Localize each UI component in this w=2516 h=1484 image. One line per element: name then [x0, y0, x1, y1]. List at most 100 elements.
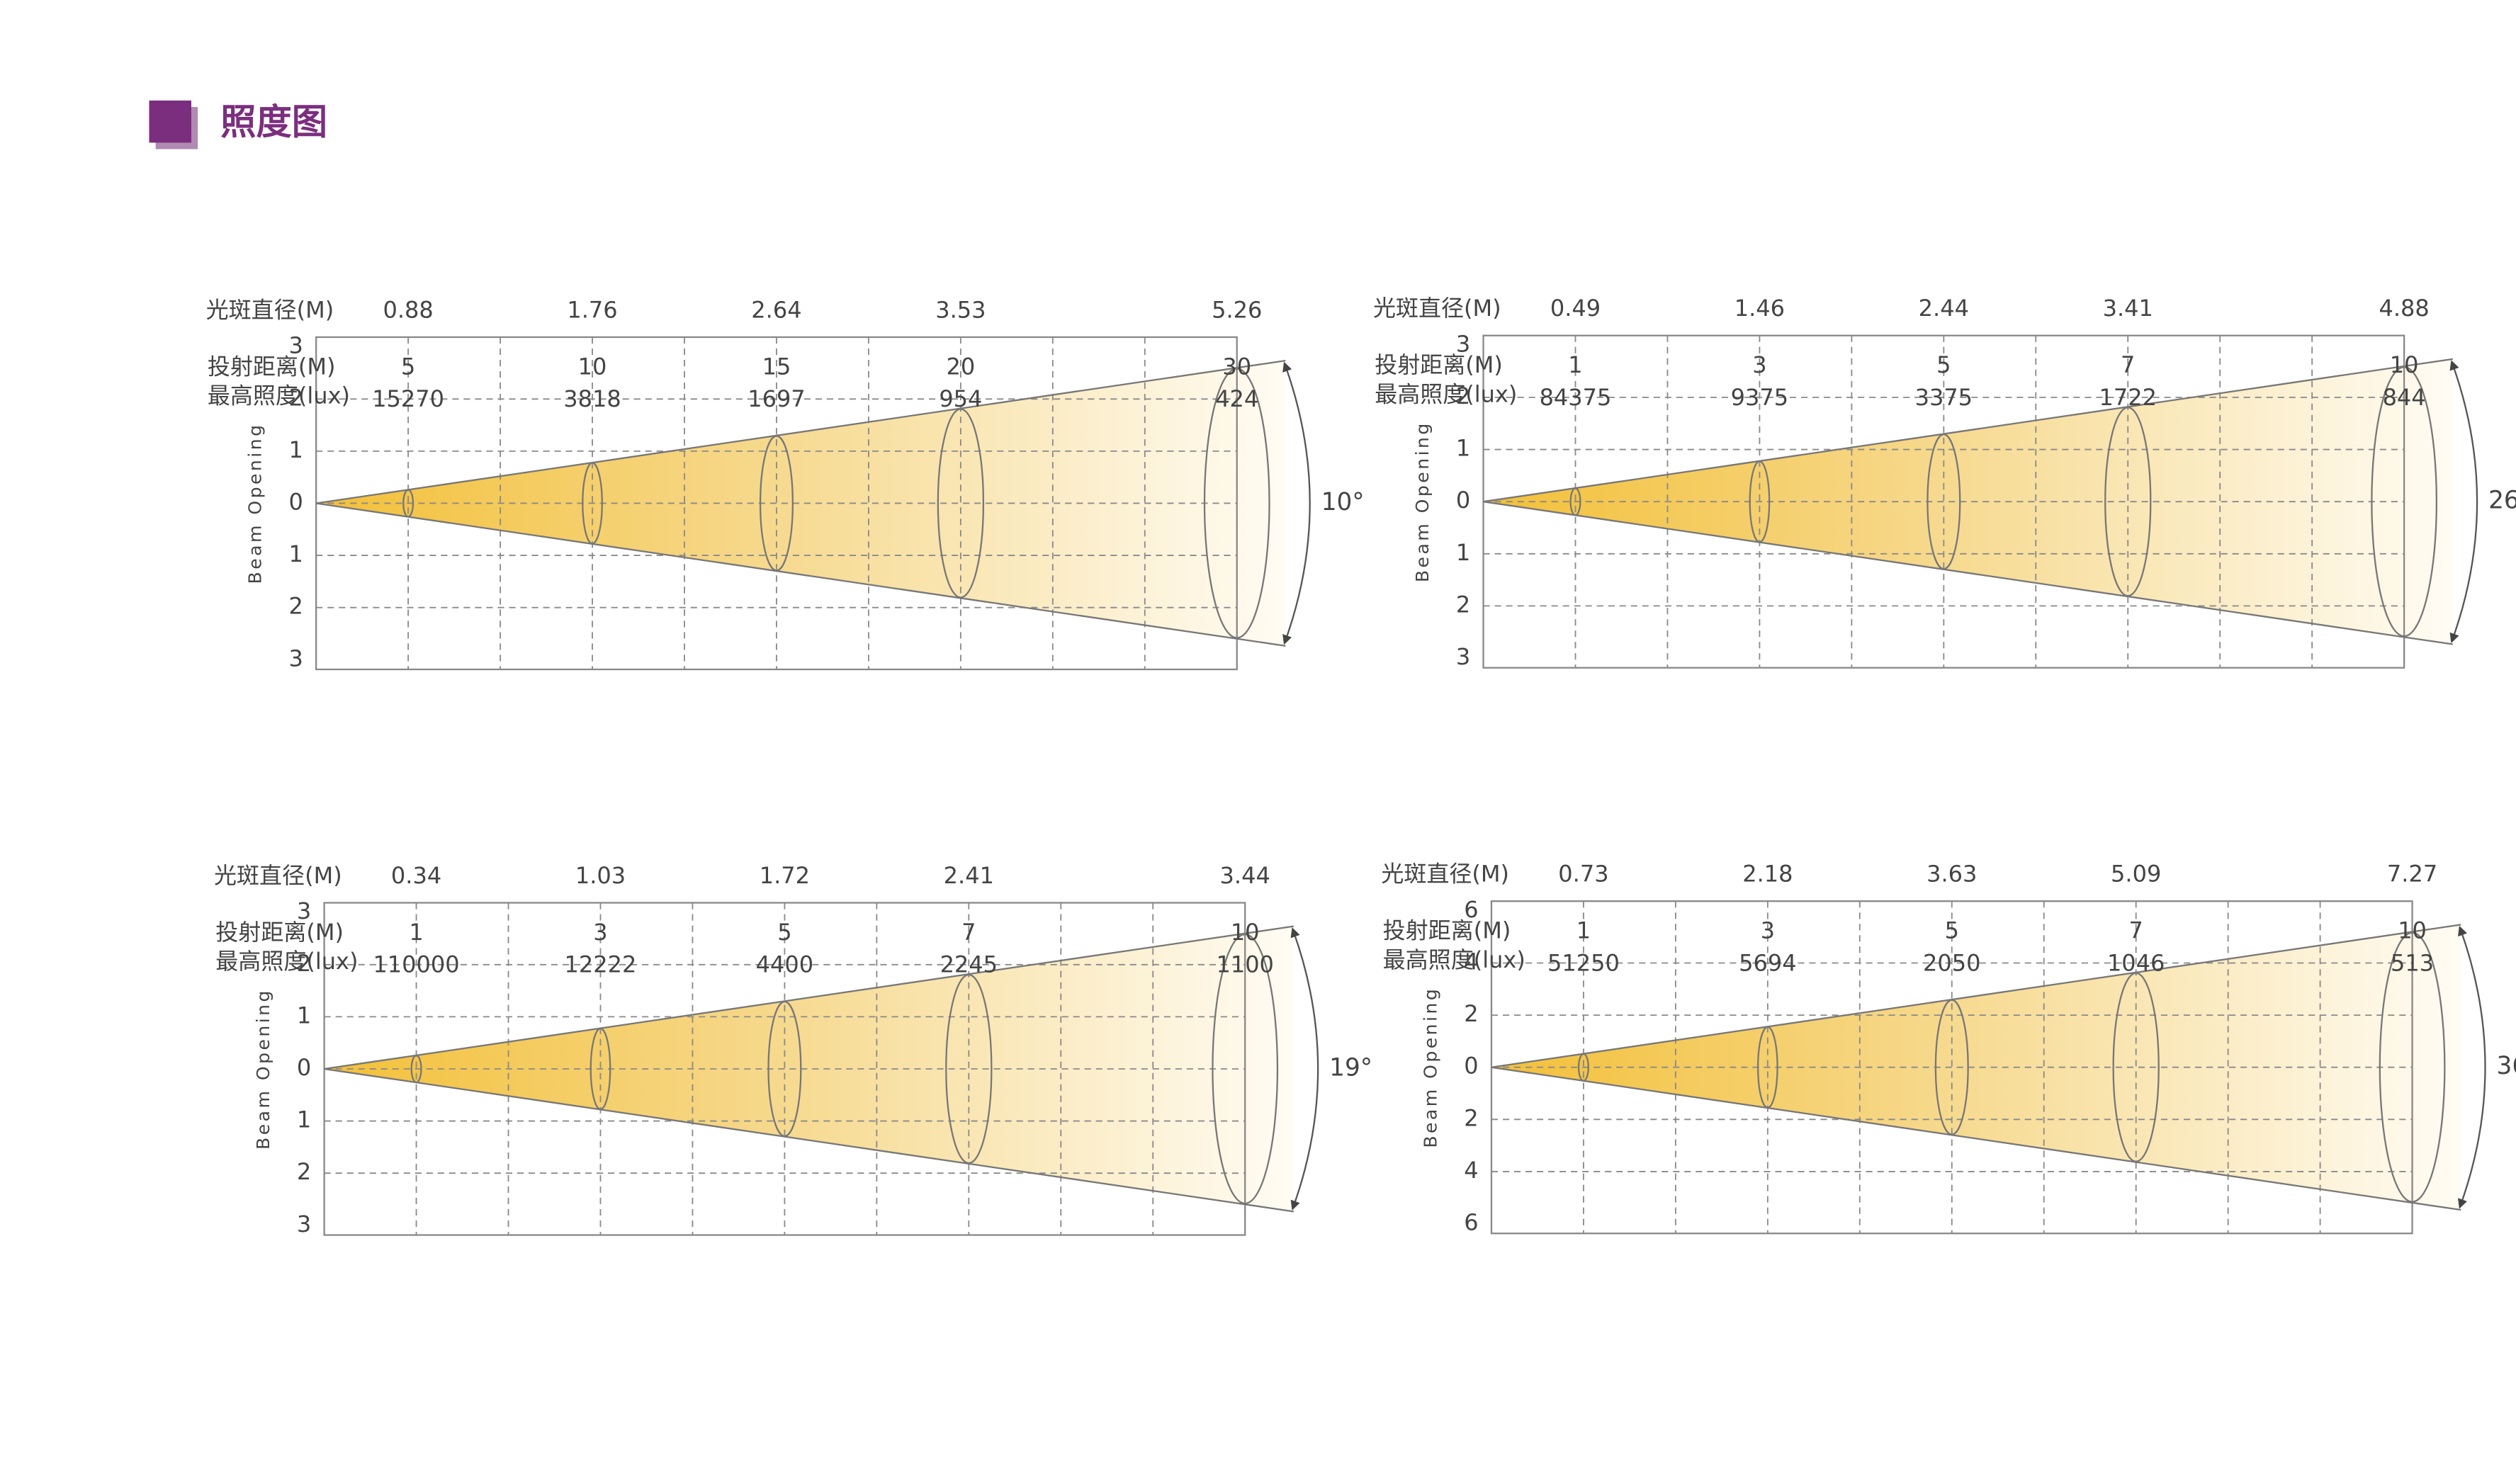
illuminance-value: 513: [2391, 949, 2434, 976]
diameter-value: 5.26: [1212, 296, 1262, 323]
distance-value: 1: [409, 919, 423, 946]
cone-edge: [1491, 1066, 2461, 1211]
diameter-value: 5.09: [2111, 861, 2161, 888]
beam-spot: [1569, 487, 1581, 516]
illuminance-value: 84375: [1540, 384, 1612, 411]
page-title: 照度图: [220, 101, 327, 143]
illuminance-value: 2245: [940, 951, 998, 978]
y-tick-label: 2: [297, 950, 311, 977]
illuminance-value: 424: [1215, 385, 1258, 412]
cone-edge: [1491, 924, 2461, 1068]
beam-angle: 26°: [2488, 487, 2516, 515]
illuminance-value: 12222: [565, 951, 637, 978]
distance-value: 10: [2390, 351, 2419, 378]
distance-value: 20: [947, 353, 976, 380]
distance-value: 5: [1936, 351, 1951, 378]
illuminance-label: 最高照度(lux): [1383, 946, 1525, 973]
diameter-label: 光斑直径(M): [1381, 861, 1509, 888]
beam-spot: [937, 408, 985, 599]
distance-value: 10: [2398, 917, 2427, 944]
distance-label: 投射距离(M): [208, 353, 336, 380]
illuminance-value: 110000: [373, 951, 459, 978]
illuminance-value: 1697: [748, 385, 805, 412]
illuminance-value: 9375: [1731, 384, 1788, 411]
diameter-value: 1.72: [760, 862, 810, 889]
illuminance-value: 4400: [756, 951, 813, 978]
y-tick-label: 3: [1456, 643, 1470, 670]
diameter-value: 2.41: [944, 862, 994, 889]
y-tick-label: 3: [297, 897, 311, 924]
y-tick-label: 3: [288, 645, 303, 672]
illuminance-value: 3818: [563, 385, 621, 412]
distance-value: 5: [401, 353, 415, 380]
diameter-value: 3.63: [1927, 861, 1977, 888]
plot-frame: [1490, 900, 2413, 1235]
diameter-value: 1.76: [567, 296, 617, 323]
diameter-value: 1.03: [575, 862, 626, 889]
angle-arc: [1290, 927, 1319, 1211]
diameter-value: 3.53: [935, 296, 986, 323]
beam-spot: [2379, 931, 2446, 1203]
beam-spot: [589, 1027, 611, 1111]
angle-arc: [2449, 360, 2478, 643]
y-tick-label: 3: [288, 332, 303, 359]
distance-value: 1: [1568, 351, 1582, 378]
title-icon: [149, 100, 191, 143]
distance-value: 1: [1576, 917, 1591, 944]
beam-spot: [410, 1054, 422, 1084]
y-axis-label: Beam Opening: [1420, 987, 1440, 1148]
y-tick-label: 2: [1464, 1104, 1478, 1131]
y-axis-label: Beam Opening: [253, 988, 273, 1150]
beam-panel: 32101230.3411100001.033122221.72544002.4…: [214, 862, 1372, 1237]
distance-label: 投射距离(M): [1375, 351, 1503, 378]
diameter-value: 4.88: [2379, 295, 2429, 322]
y-tick-label: 2: [297, 1158, 311, 1185]
y-tick-label: 6: [1464, 896, 1478, 923]
distance-value: 10: [578, 353, 607, 380]
beam-spot: [1577, 1053, 1589, 1082]
y-tick-label: 1: [297, 1002, 311, 1029]
beam-panel: 6 4 2 0 2 4 6 0.73 1 51250 2.18 3 5694 3.63 5 2050 5.09 7…: [1381, 861, 2516, 1236]
distance-value: 7: [2121, 351, 2135, 378]
beam-spot: [945, 973, 993, 1165]
diameter-label: 光斑直径(M): [206, 296, 334, 323]
diameter-value: 0.34: [391, 862, 441, 889]
y-tick-label: 4: [1464, 1157, 1478, 1184]
distance-value: 3: [1761, 917, 1775, 944]
illuminance-value: 5694: [1739, 949, 1796, 976]
beam-angle: 10°: [1321, 488, 1365, 516]
beam-cone: [324, 926, 1294, 1212]
beam-spot: [582, 462, 603, 545]
y-tick-label: 0: [1456, 487, 1470, 514]
y-tick-label: 2: [1456, 591, 1470, 618]
illuminance-label: 最高照度(lux): [208, 383, 350, 409]
beam-panel: 32101230.885152701.761038182.641516973.5…: [206, 296, 1365, 672]
y-tick-label: 3: [1456, 330, 1470, 357]
diameter-value: 0.88: [383, 296, 433, 323]
cone-edge: [324, 1067, 1294, 1213]
illuminance-value: 1046: [2107, 949, 2165, 976]
illuminance-value: 3375: [1915, 384, 1973, 411]
illuminance-value: 954: [939, 385, 982, 412]
y-tick-label: 1: [1456, 539, 1470, 566]
cone-edge: [324, 925, 1294, 1070]
y-tick-label: 0: [288, 488, 303, 515]
beam-spot: [767, 1000, 802, 1138]
y-axis-label: Beam Opening: [245, 423, 266, 584]
y-tick-label: 3: [297, 1211, 311, 1237]
distance-label: 投射距离(M): [215, 919, 344, 946]
illuminance-label: 最高照度(lux): [1375, 380, 1517, 407]
diameter-label: 光斑直径(M): [214, 862, 342, 889]
distance-value: 10: [1231, 919, 1260, 946]
beam-spot: [2112, 972, 2160, 1162]
beam-spot: [1749, 460, 1771, 543]
diameter-value: 3.41: [2103, 295, 2153, 322]
distance-value: 3: [1752, 351, 1766, 378]
beam-cone: [316, 361, 1286, 646]
y-tick-label: 1: [288, 540, 303, 567]
y-tick-label: 2: [288, 384, 303, 411]
beam-spot: [1927, 434, 1961, 570]
diameter-value: 3.44: [1220, 862, 1270, 889]
cone-edge: [1483, 358, 2453, 503]
